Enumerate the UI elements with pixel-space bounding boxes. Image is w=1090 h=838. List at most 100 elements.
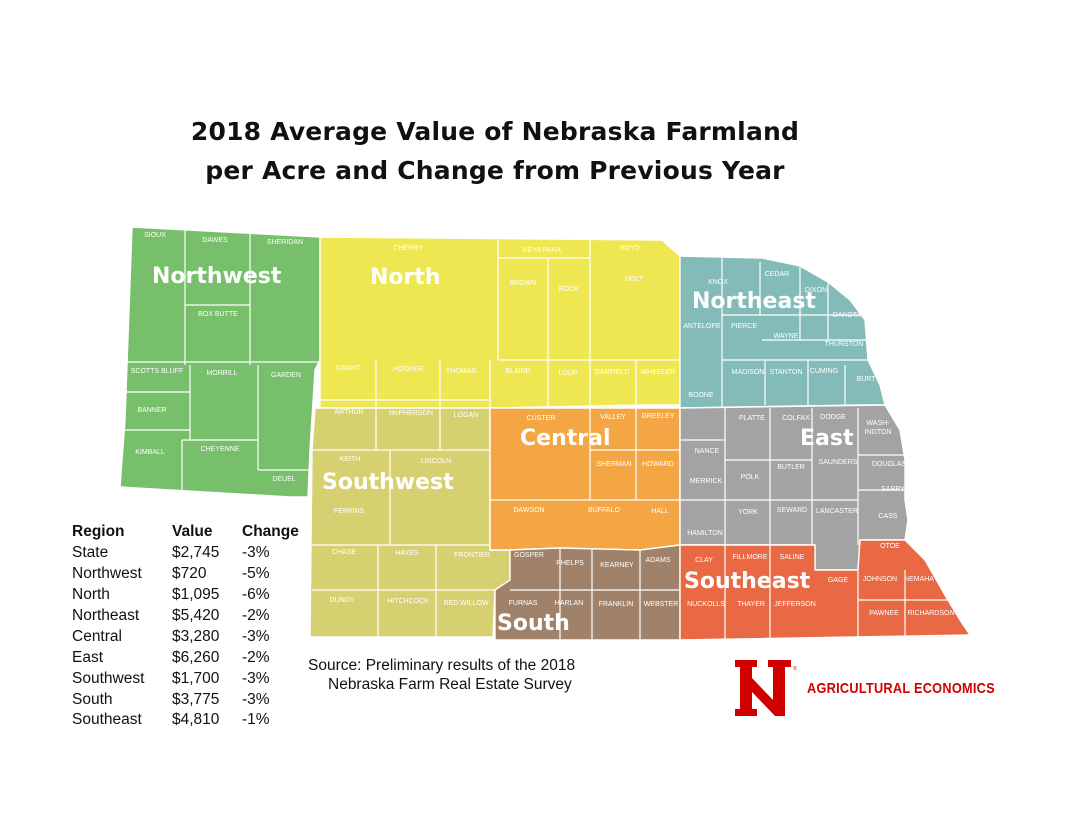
county-label: SIOUX xyxy=(144,232,166,239)
county-label: FURNAS xyxy=(509,600,538,607)
county-label: FRANKLIN xyxy=(599,601,634,608)
county-boundaries xyxy=(120,230,950,640)
county-label: INGTON xyxy=(864,429,891,436)
county-label: GREELEY xyxy=(641,413,674,420)
region-label-southeast: Southeast xyxy=(684,569,811,594)
legend-cell-region: Northeast xyxy=(72,607,140,624)
county-label: OTOE xyxy=(880,543,900,550)
county-label: SALINE xyxy=(780,554,805,561)
county-label: CHEYENNE xyxy=(201,446,240,453)
legend-cell-region: State xyxy=(72,544,109,562)
county-label: HOWARD xyxy=(642,461,674,468)
legend-cell-value: $2,745 xyxy=(172,544,220,562)
region-label-northwest: Northwest xyxy=(152,264,282,289)
county-label: KIMBALL xyxy=(135,449,165,456)
county-label: KEARNEY xyxy=(600,562,634,569)
county-label: KEITH xyxy=(340,456,361,463)
legend-cell-region: East xyxy=(72,648,104,666)
legend-row: Southwest $1,700 -3% xyxy=(72,668,299,689)
county-label: HOLT xyxy=(625,276,644,283)
legend-cell-change: -3% xyxy=(242,627,270,645)
legend-cell-change: -3% xyxy=(242,690,270,708)
county-label: STANTON xyxy=(770,369,803,376)
county-label: ANTELOPE xyxy=(683,323,721,330)
county-label: RED WILLOW xyxy=(443,600,489,607)
county-label: DEUEL xyxy=(272,476,295,483)
legend-cell-value: $1,095 xyxy=(172,586,220,604)
county-label: VALLEY xyxy=(600,414,626,421)
county-label: CHASE xyxy=(332,549,356,556)
county-label: GOSPER xyxy=(514,552,544,559)
county-label: PIERCE xyxy=(731,323,757,330)
county-label: KEYA PAHA xyxy=(523,247,562,254)
county-label: KNOX xyxy=(708,279,728,286)
county-label: ROCK xyxy=(559,286,580,293)
county-label: BOONE xyxy=(688,392,714,399)
county-label: BURT xyxy=(857,376,877,383)
legend-cell-value: $3,280 xyxy=(172,627,220,645)
county-label: COLFAX xyxy=(782,415,810,422)
county-label: DUNDY xyxy=(330,597,355,604)
county-label: CUMING xyxy=(810,368,838,375)
county-label: RICHARDSON xyxy=(907,610,954,617)
logo-text: AGRICULTURAL ECONOMICS xyxy=(807,680,995,697)
region-southeast xyxy=(679,539,971,641)
county-label: HAYES xyxy=(395,550,419,557)
legend-cell-value: $6,260 xyxy=(172,648,220,666)
county-label: SARPY xyxy=(881,486,905,493)
county-label: BANNER xyxy=(137,407,166,414)
county-label: LANCASTER xyxy=(816,508,858,515)
legend-cell-value: $5,420 xyxy=(172,607,220,624)
county-label: DODGE xyxy=(820,414,846,421)
county-label: MADISON xyxy=(732,369,765,376)
county-label: DIXON xyxy=(805,287,827,294)
county-label: McPHERSON xyxy=(389,410,433,417)
county-label: HAMILTON xyxy=(687,530,723,537)
county-label: THOMAS xyxy=(446,368,476,375)
county-label: BLAINE xyxy=(506,368,531,375)
county-label: NUCKOLLS xyxy=(687,601,725,608)
legend-cell-region: Central xyxy=(72,627,122,645)
county-label: WHEELER xyxy=(641,369,676,376)
county-label: POLK xyxy=(741,474,760,481)
county-label: HITCHCOCK xyxy=(387,598,429,605)
county-label: BOYD xyxy=(620,245,640,252)
source-note: Source: Preliminary results of the 2018 … xyxy=(308,656,575,694)
source-line-2: Nebraska Farm Real Estate Survey xyxy=(328,676,572,693)
university-n-logo-icon: ® xyxy=(735,660,797,716)
legend-header-row: Region Value Change xyxy=(72,522,299,543)
region-label-southwest: Southwest xyxy=(322,470,454,495)
county-label: PAWNEE xyxy=(869,610,899,617)
source-line-1: Source: Preliminary results of the 2018 xyxy=(308,657,576,674)
legend-row: Northwest $720 -5% xyxy=(72,564,299,585)
county-label: PLATTE xyxy=(739,415,765,422)
county-label: SHERMAN xyxy=(596,461,631,468)
county-label: BUTLER xyxy=(777,464,805,471)
county-label: NANCE xyxy=(695,448,720,455)
county-label: YORK xyxy=(738,509,758,516)
county-label: WAYNE xyxy=(774,333,799,340)
county-label: NEMAHA xyxy=(904,576,934,583)
legend-header-value: Value xyxy=(172,523,213,541)
county-label: THURSTON xyxy=(825,341,864,348)
county-label: WASH- xyxy=(866,420,890,427)
legend-row: State $2,745 -3% xyxy=(72,543,299,564)
county-label: LINCOLN xyxy=(421,458,451,465)
agricultural-economics-logo: ® AGRICULTURAL ECONOMICS xyxy=(733,658,995,718)
legend-row: Northeast $5,420 -2% xyxy=(72,606,299,627)
county-labels: SIOUX DAWES SHERIDAN BOX BUTTE SCOTTS BL… xyxy=(131,232,955,617)
legend-header-region: Region xyxy=(72,523,125,541)
county-label: DAWSON xyxy=(513,507,544,514)
county-label: DOUGLAS xyxy=(872,461,907,468)
county-label: CHERRY xyxy=(393,245,423,252)
county-label: JOHNSON xyxy=(863,576,897,583)
county-label: MERRICK xyxy=(690,478,723,485)
county-label: ARTHUR xyxy=(334,409,363,416)
county-label: PERKINS xyxy=(334,508,365,515)
legend-table: Region Value Change State $2,745 -3% Northw… xyxy=(72,522,299,731)
county-label: CASS xyxy=(878,513,897,520)
map-title-line-1: 2018 Average Value of Nebraska Farmland xyxy=(190,117,800,146)
county-label: GRANT xyxy=(336,365,361,372)
legend-row: Southeast $4,810 -1% xyxy=(72,710,299,731)
county-label: PHELPS xyxy=(556,560,584,567)
